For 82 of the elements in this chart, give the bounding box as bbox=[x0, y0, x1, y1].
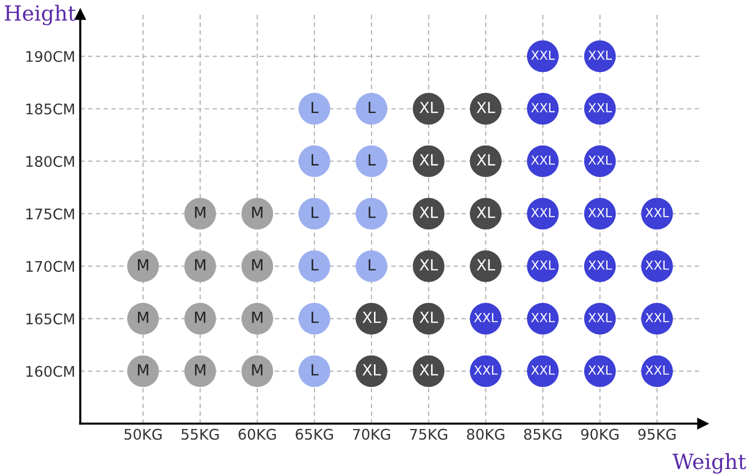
data-label: XXL bbox=[531, 208, 555, 218]
data-label: XL bbox=[420, 102, 438, 113]
data-label: M bbox=[252, 206, 262, 218]
data-label: XL bbox=[476, 154, 496, 166]
data-label: XXL bbox=[588, 260, 612, 270]
point bbox=[298, 355, 330, 387]
data-label: XL bbox=[476, 102, 496, 113]
data-label: L bbox=[368, 154, 376, 166]
x-tick-label: 50KG bbox=[124, 428, 162, 440]
data-label: XXL bbox=[588, 50, 612, 60]
data-label: XXL bbox=[531, 260, 555, 270]
x-tick-label: 80KG bbox=[467, 428, 504, 440]
data-label: L bbox=[368, 206, 376, 218]
data-label: M bbox=[252, 364, 262, 376]
data-label: L bbox=[312, 364, 319, 376]
y-tick-label: 170CM bbox=[26, 260, 74, 272]
data-label: XXL bbox=[588, 103, 612, 112]
data-label: XXL bbox=[474, 313, 498, 322]
data-label: L bbox=[312, 154, 319, 166]
data-label: XXL bbox=[588, 156, 612, 165]
data-label: XL bbox=[362, 364, 381, 376]
x-tick-label: 55KG bbox=[182, 428, 219, 440]
data-label: XXL bbox=[531, 313, 555, 322]
data-label: XL bbox=[420, 259, 438, 270]
x-tick-label: 70KG bbox=[352, 428, 390, 440]
data-label: L bbox=[368, 102, 376, 113]
data-label: L bbox=[312, 102, 319, 113]
data-label: M bbox=[138, 259, 148, 270]
data-label: M bbox=[252, 259, 262, 270]
point bbox=[298, 198, 330, 230]
data-label: XXL bbox=[588, 313, 612, 322]
x-tick-label: 90KG bbox=[581, 428, 618, 440]
y-tick-label: 160CM bbox=[26, 366, 74, 377]
data-label: XL bbox=[420, 154, 438, 166]
data-label: M bbox=[138, 364, 148, 376]
point bbox=[298, 250, 330, 282]
x-tick-label: 95KG bbox=[638, 428, 676, 440]
x-tick-label: 65KG bbox=[296, 428, 333, 440]
x-tick-label: 75KG bbox=[410, 428, 448, 440]
data-label: M bbox=[195, 206, 206, 218]
y-tick-label: 190CM bbox=[26, 50, 74, 62]
point bbox=[298, 145, 330, 178]
data-label: L bbox=[312, 259, 319, 270]
data-label: M bbox=[252, 312, 262, 323]
data-label: L bbox=[312, 206, 319, 218]
data-label: XXL bbox=[531, 103, 555, 112]
data-label: XXL bbox=[531, 156, 555, 165]
x-tick-label: 85KG bbox=[524, 428, 562, 440]
data-label: XXL bbox=[531, 365, 555, 375]
point bbox=[356, 250, 388, 282]
data-label: XL bbox=[420, 364, 438, 376]
data-label: XL bbox=[476, 206, 496, 218]
data-label: XXL bbox=[588, 208, 612, 218]
point bbox=[356, 198, 388, 230]
data-label: XXL bbox=[645, 313, 670, 322]
data-label: XXL bbox=[531, 50, 555, 60]
data-label: M bbox=[195, 259, 206, 270]
data-label: XXL bbox=[645, 260, 670, 270]
data-label: XL bbox=[476, 259, 496, 270]
data-label: XXL bbox=[645, 365, 670, 375]
data-label: XL bbox=[420, 312, 438, 323]
data-label: M bbox=[138, 312, 148, 323]
data-label: XL bbox=[420, 206, 438, 218]
point bbox=[298, 302, 330, 335]
data-label: M bbox=[195, 364, 206, 376]
x-axis-title: Weight bbox=[672, 453, 746, 474]
point bbox=[298, 92, 330, 125]
data-label: XL bbox=[362, 312, 381, 323]
data-label: XXL bbox=[474, 365, 498, 375]
y-tick-label: 175CM bbox=[26, 208, 74, 220]
y-tick-label: 180CM bbox=[26, 156, 74, 167]
x-tick-label: 60KG bbox=[238, 428, 276, 440]
data-label: M bbox=[195, 312, 206, 323]
point bbox=[356, 92, 388, 125]
y-axis-title: Height bbox=[4, 4, 76, 26]
data-label: XXL bbox=[645, 208, 670, 218]
point bbox=[356, 145, 388, 178]
y-tick-label: 165CM bbox=[26, 313, 74, 324]
data-label: L bbox=[368, 259, 376, 270]
y-tick-label: 185CM bbox=[26, 103, 74, 114]
data-label: L bbox=[312, 312, 319, 323]
data-label: XXL bbox=[588, 365, 612, 375]
